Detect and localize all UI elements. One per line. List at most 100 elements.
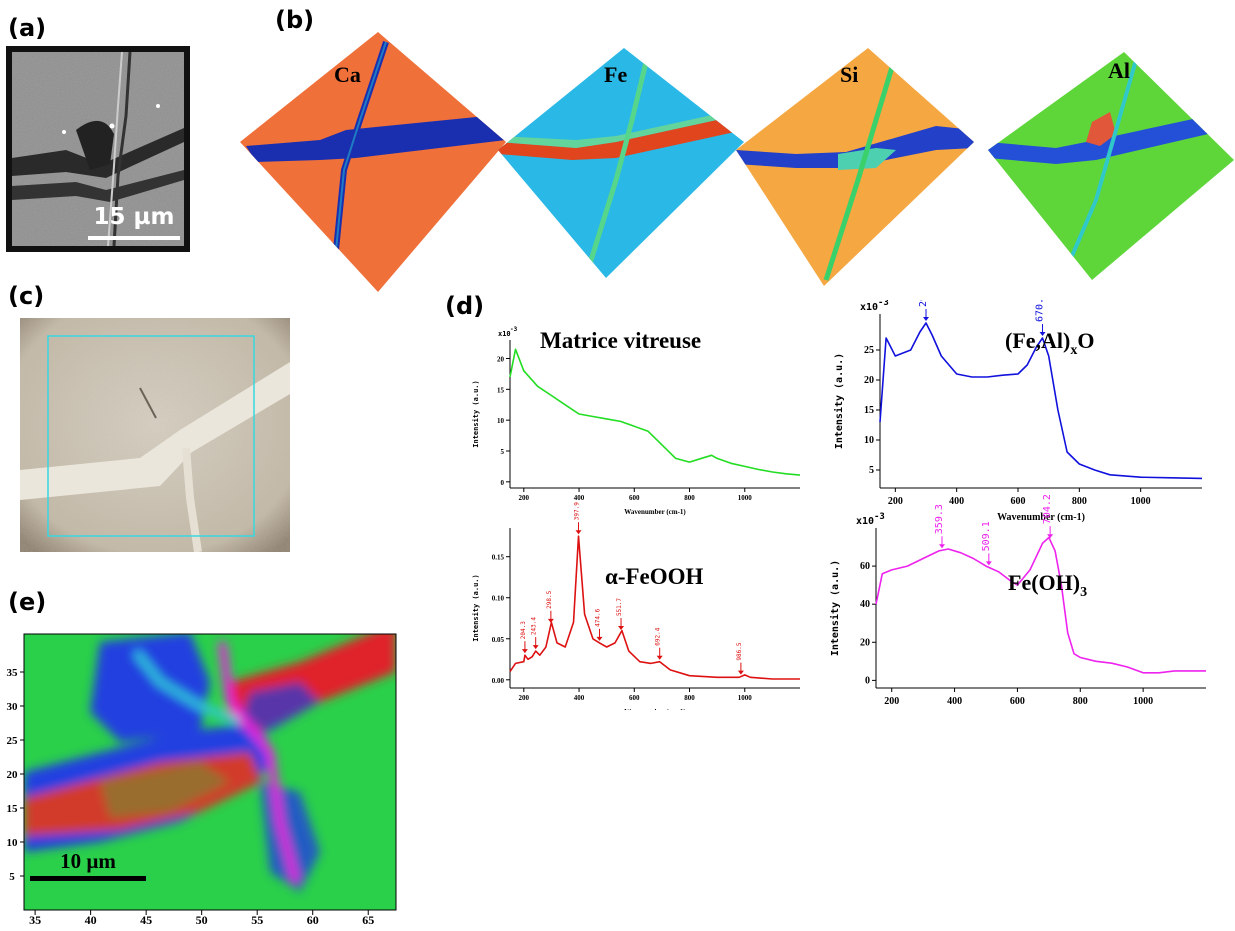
map-x-tick-label: 60: [307, 913, 319, 926]
x-tick-label: 400: [574, 494, 585, 502]
y-tick-label: 25: [864, 345, 874, 356]
x-tick-label: 800: [684, 494, 695, 502]
y-tick-label: 5: [869, 465, 874, 476]
sem-scalebar-label: 15 µm: [94, 204, 175, 230]
spectrum-title: α-FeOOH: [605, 564, 704, 589]
y-axis-label: Intensity (a.u.): [829, 560, 841, 656]
y-tick-label: 20: [864, 375, 874, 386]
fe-map-label: Fe: [604, 62, 627, 87]
y-tick-label: 0.10: [492, 595, 505, 603]
sem-image: 15 µm: [6, 46, 190, 252]
map-y-tick-label: 5: [9, 871, 15, 883]
x-tick-label: 1000: [738, 494, 753, 502]
peak-label: 551.7: [616, 598, 623, 616]
map-x-tick-label: 35: [29, 913, 41, 926]
map-y-tick-label: 20: [7, 769, 19, 781]
y-tick-label: 40: [860, 599, 870, 610]
y-tick-label: 10: [497, 417, 505, 425]
peak-arrow: [575, 530, 582, 535]
ca-map-label: Ca: [334, 62, 361, 87]
y-tick-label: 20: [860, 637, 870, 648]
peak-arrow: [521, 649, 528, 654]
spectrum-title: Matrice vitreuse: [540, 328, 701, 353]
x-axis-label: Wavenumber (cm-1): [624, 508, 686, 516]
raman-map-panel: 10 µm 35 40 45 50 55 60 65 35 30 25 20 15 10 5: [0, 622, 402, 927]
x-tick-label: 1000: [738, 694, 753, 702]
map-y-tick-label: 30: [7, 701, 19, 713]
y-tick-label: 0.00: [492, 677, 505, 685]
peak-arrow: [532, 645, 539, 650]
spectrum-line: [509, 348, 801, 476]
y-tick-label: 5: [501, 448, 505, 456]
fe-map: Fe: [498, 48, 744, 278]
spectrum-chart-1: 200 400 600 800 1000 5 10 15 20 25 Wavenumber (cm-…: [833, 277, 1203, 523]
y-axis-label: Intensity (a.u.): [833, 353, 845, 449]
x-tick-label: 400: [947, 696, 962, 707]
y-axis-label: Intensity (a.u.): [472, 380, 480, 447]
map-x-tick-label: 55: [251, 913, 263, 926]
x-tick-label: 600: [1011, 496, 1026, 507]
peak-arrow: [923, 317, 929, 321]
ca-map: Ca: [240, 32, 506, 292]
peak-label: 359.3: [934, 504, 945, 534]
peak-arrow: [939, 544, 945, 549]
y-tick-label: 0.15: [492, 554, 505, 562]
map-x-tick-label: 40: [85, 913, 97, 926]
x-axis-label: Wavenumber (cm-1): [624, 708, 686, 710]
spectrum-chart-0: 200 400 600 800 1000 0 5 10 15 20 Wavenumber (cm-1…: [472, 326, 801, 516]
x-axis-label: Wavenumber (cm-1): [997, 512, 1085, 523]
y-exponent: -3: [874, 512, 885, 522]
map-y-tick-label: 15: [7, 803, 19, 815]
x-tick-label: 200: [519, 694, 530, 702]
peak-label: 397.9: [573, 502, 580, 520]
y-multiplier: x10: [860, 302, 878, 313]
x-tick-label: 600: [629, 694, 640, 702]
si-map-label: Si: [840, 62, 858, 87]
peak-label: 295.0: [918, 300, 929, 307]
y-tick-label: 15: [864, 405, 874, 416]
peak-label: 986.5: [736, 642, 743, 660]
elemental-maps: Ca Fe Si Al: [240, 32, 1234, 292]
y-tick-label: 60: [860, 561, 870, 572]
map-y-tick-label: 35: [7, 667, 19, 679]
raman-map: 10 µm 35 40 45 50 55 60 65 35 30 25 20 15 10 5: [7, 633, 397, 927]
y-exponent: -3: [878, 300, 889, 308]
spectrum-title: (Fe,Al)xO: [1005, 328, 1094, 358]
x-tick-label: 200: [884, 696, 899, 707]
y-multiplier: x10: [498, 330, 511, 338]
raman-spectra-panel: 200 400 600 800 1000 0 5 10 15 20 Wavenumber (cm-1…: [440, 277, 1235, 723]
y-multiplier: x10: [856, 516, 874, 527]
y-exponent: -3: [510, 326, 518, 333]
x-tick-label: 600: [629, 494, 640, 502]
optical-image-panel: [20, 318, 290, 553]
peak-label: 670.3: [1035, 300, 1046, 322]
peak-arrow: [737, 670, 744, 675]
x-tick-label: 400: [949, 496, 964, 507]
x-tick-label: 800: [1072, 496, 1087, 507]
x-tick-label: 800: [684, 694, 695, 702]
optical-image: [20, 318, 290, 553]
map-x-tick-label: 65: [362, 913, 374, 926]
peak-label: 243.4: [531, 617, 538, 635]
si-map: Si: [736, 48, 974, 286]
panel-label-b: (b): [275, 6, 315, 34]
y-tick-label: 0: [501, 479, 505, 487]
peak-label: 204.3: [520, 621, 527, 639]
spectrum-chart-3: 200 400 600 800 1000 0 20 40 60 Wavenumber (cm-1)…: [829, 494, 1206, 723]
spectrum-title: Fe(OH)3: [1008, 570, 1087, 600]
peak-label: 474.6: [594, 608, 601, 626]
x-tick-label: 1000: [1131, 496, 1151, 507]
peak-arrow: [985, 561, 992, 566]
map-y-tick-label: 10: [7, 837, 19, 849]
peak-arrow: [547, 618, 554, 623]
x-tick-label: 800: [1073, 696, 1088, 707]
panel-label-c: (c): [8, 282, 45, 310]
peak-label: 298.5: [546, 590, 553, 608]
peak-arrow: [618, 626, 625, 631]
panel-label-a: (a): [8, 14, 47, 42]
map-scalebar-label: 10 µm: [60, 849, 116, 873]
peak-arrow: [596, 636, 603, 641]
peak-arrow: [656, 655, 663, 660]
raman-spectra: 200 400 600 800 1000 0 5 10 15 20 Wavenumber (cm-1…: [472, 277, 1206, 723]
map-x-tick-label: 45: [140, 913, 152, 926]
